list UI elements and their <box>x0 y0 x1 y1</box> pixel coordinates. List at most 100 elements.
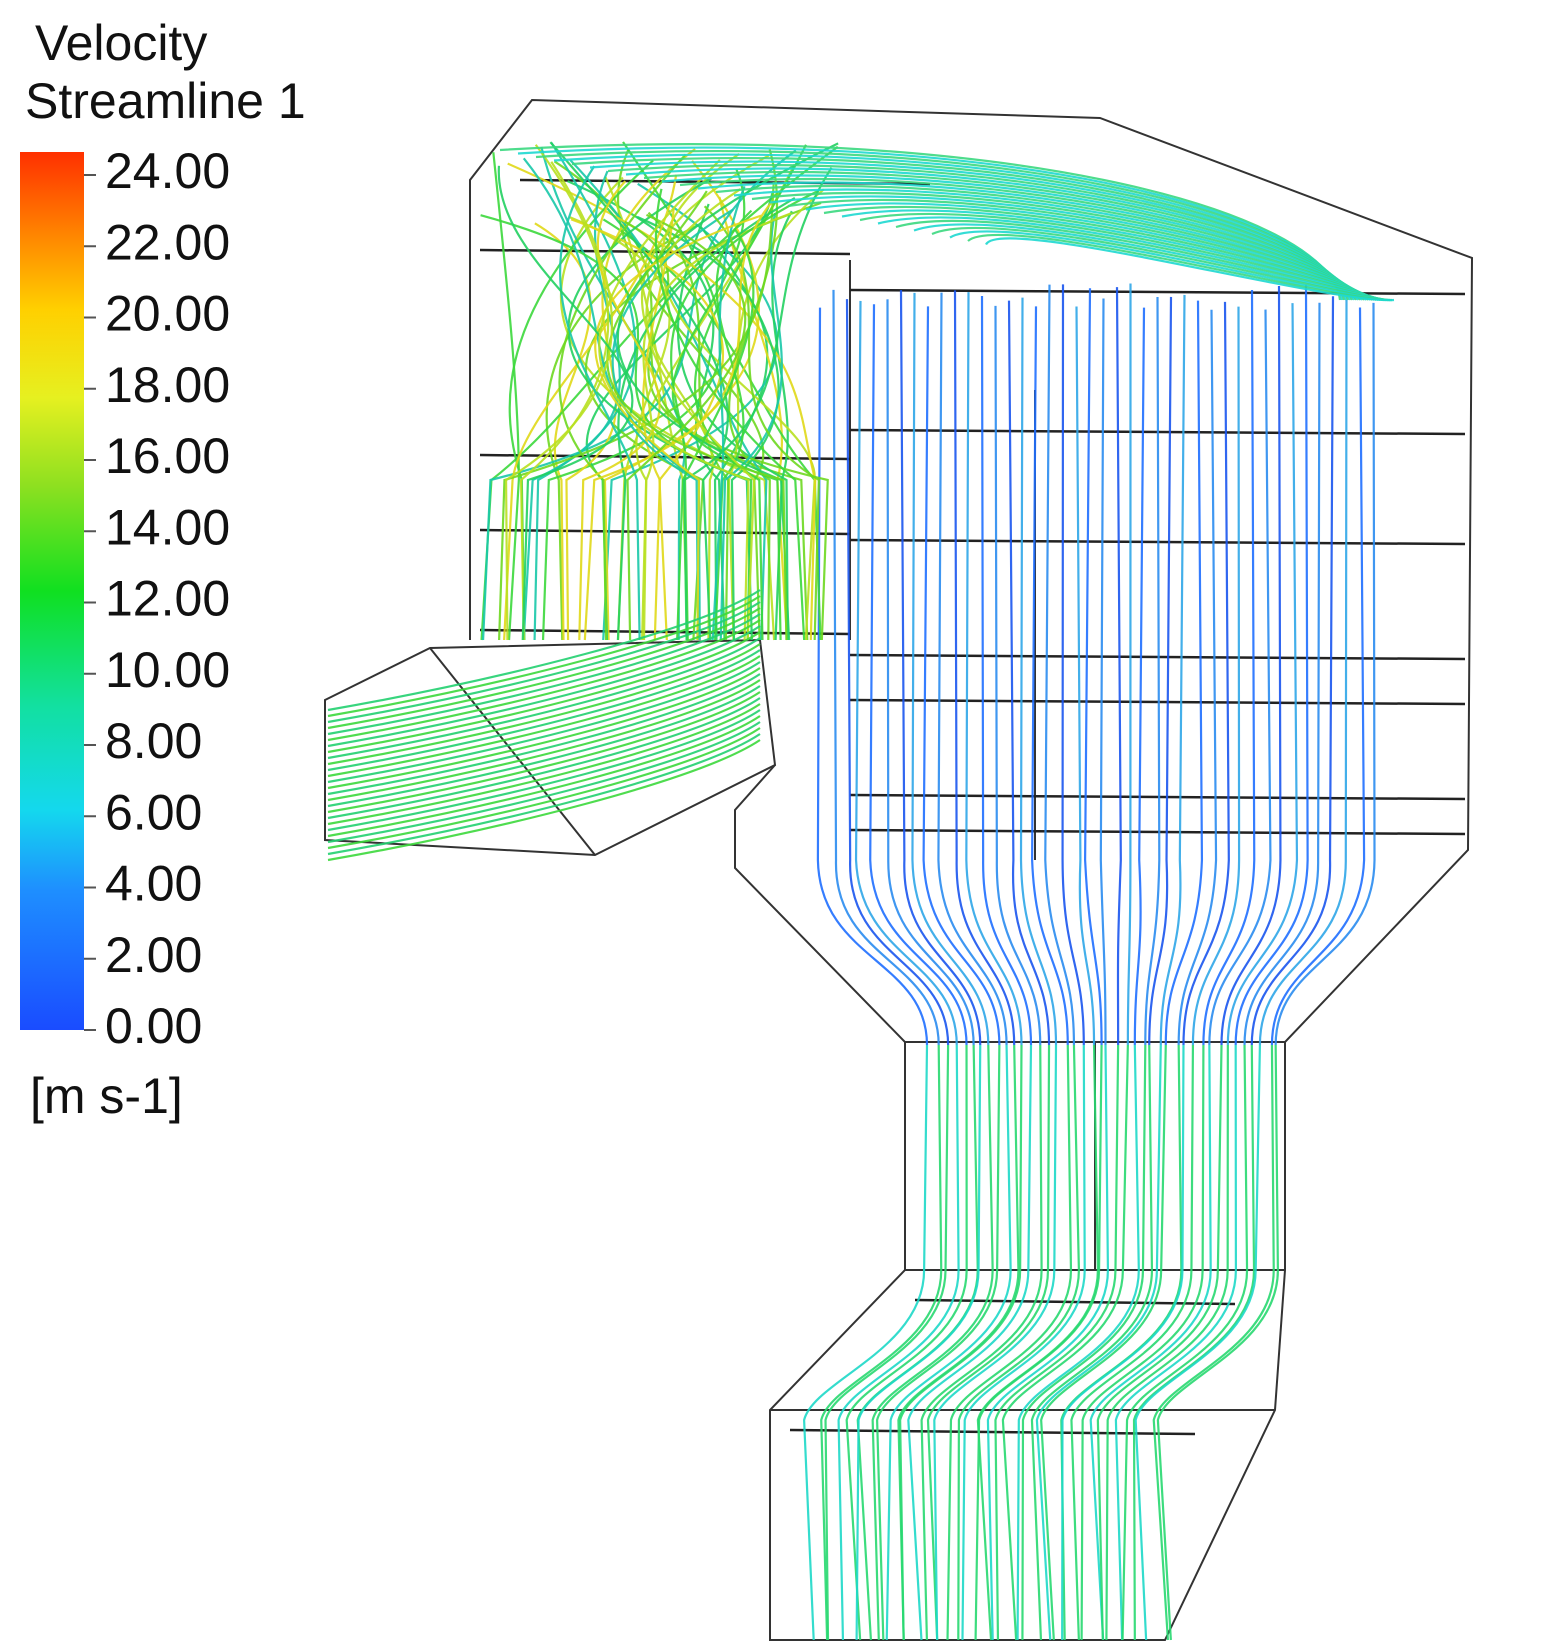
streamline <box>1134 1044 1262 1641</box>
streamline <box>1133 307 1146 1046</box>
streamline <box>327 727 761 850</box>
streamline <box>855 1044 982 1641</box>
streamline <box>869 304 968 1046</box>
streamline <box>854 300 958 1046</box>
streamline <box>327 691 761 814</box>
streamline <box>719 212 783 641</box>
streamline <box>327 673 761 796</box>
streamline <box>541 141 723 641</box>
streamline <box>641 154 770 641</box>
streamline <box>327 721 761 844</box>
streamline <box>327 679 761 802</box>
geometry <box>324 98 1474 1641</box>
streamline <box>1208 309 1272 1046</box>
streamline <box>1164 300 1204 1046</box>
structure-line <box>849 653 1466 661</box>
streamline <box>1114 1044 1238 1641</box>
colorbar-label: 20.00 <box>105 286 230 342</box>
streamline <box>824 1044 950 1641</box>
streamline <box>885 1044 1012 1641</box>
streamline <box>594 214 762 641</box>
streamline <box>327 739 761 862</box>
structure-line <box>914 1298 1236 1306</box>
streamline <box>327 619 761 742</box>
colorbar-label: 18.00 <box>105 357 230 413</box>
colorbar-label: 10.00 <box>105 642 230 698</box>
streamline <box>327 703 761 826</box>
streamline <box>965 292 1023 1046</box>
streamline <box>1144 296 1161 1046</box>
streamline <box>845 299 950 1046</box>
streamline <box>1243 302 1321 1046</box>
streamline <box>946 1044 1073 1641</box>
streamline <box>598 159 750 641</box>
streamline <box>1250 296 1335 1046</box>
streamline <box>558 153 687 641</box>
streamline <box>911 292 990 1046</box>
streamline <box>497 165 634 641</box>
streamline <box>832 289 940 1046</box>
streamline <box>1019 297 1058 1046</box>
streamline <box>1226 303 1299 1046</box>
streamline <box>876 1044 1001 1641</box>
streamline <box>907 1044 1033 1641</box>
streamline <box>327 631 761 754</box>
streamline <box>671 168 782 641</box>
streamline <box>986 1044 1110 1641</box>
streamline <box>1061 284 1085 1046</box>
colorbar-label: 8.00 <box>105 713 202 769</box>
streamline <box>683 167 833 641</box>
streamline <box>559 165 641 641</box>
colorbar <box>20 152 84 1030</box>
streamline <box>1152 1044 1275 1641</box>
streamline <box>1159 294 1186 1046</box>
streamline <box>1083 288 1103 1046</box>
streamline <box>327 709 761 832</box>
streamline <box>1075 306 1096 1046</box>
streamline <box>606 190 788 641</box>
colorbar-label: 16.00 <box>105 428 230 484</box>
structure-line <box>849 698 1466 706</box>
streamline <box>1105 1044 1229 1641</box>
streamline <box>845 1044 968 1641</box>
streamline <box>1096 1044 1223 1641</box>
streamline <box>994 1044 1120 1641</box>
streamline <box>899 1044 1023 1641</box>
streamline <box>994 305 1042 1046</box>
streamline <box>922 306 1001 1046</box>
streamline <box>1070 1044 1195 1641</box>
streamline <box>327 637 761 760</box>
streamline <box>327 601 761 724</box>
streamline <box>1044 284 1076 1046</box>
streamline <box>1182 301 1230 1046</box>
streamline <box>937 292 1008 1046</box>
legend-subtitle: Streamline 1 <box>25 73 306 129</box>
structure-line <box>479 528 851 536</box>
streamline <box>1126 283 1132 1046</box>
streamline <box>498 181 775 641</box>
streamline <box>327 625 761 748</box>
streamline <box>327 697 761 820</box>
streamline <box>1099 298 1107 1046</box>
streamline <box>1031 306 1069 1046</box>
streamline <box>1177 309 1218 1046</box>
streamline <box>985 237 1395 302</box>
streamline <box>1035 1044 1162 1641</box>
streamline <box>503 174 678 641</box>
streamline <box>507 162 817 641</box>
streamline <box>1115 287 1122 1046</box>
streamline <box>1016 1044 1140 1641</box>
streamline <box>1156 1044 1279 1641</box>
colorbar-label: 2.00 <box>105 927 202 983</box>
streamline <box>957 1044 1081 1641</box>
streamline <box>933 1044 1058 1641</box>
streamline <box>703 205 820 641</box>
colorbar-label: 24.00 <box>105 143 230 199</box>
legend-unit: [m s-1] <box>30 1068 183 1124</box>
streamline <box>645 188 756 641</box>
streamlines <box>327 141 1395 1641</box>
streamline <box>1089 1044 1212 1641</box>
streamline <box>327 643 761 766</box>
streamline <box>1234 284 1309 1046</box>
